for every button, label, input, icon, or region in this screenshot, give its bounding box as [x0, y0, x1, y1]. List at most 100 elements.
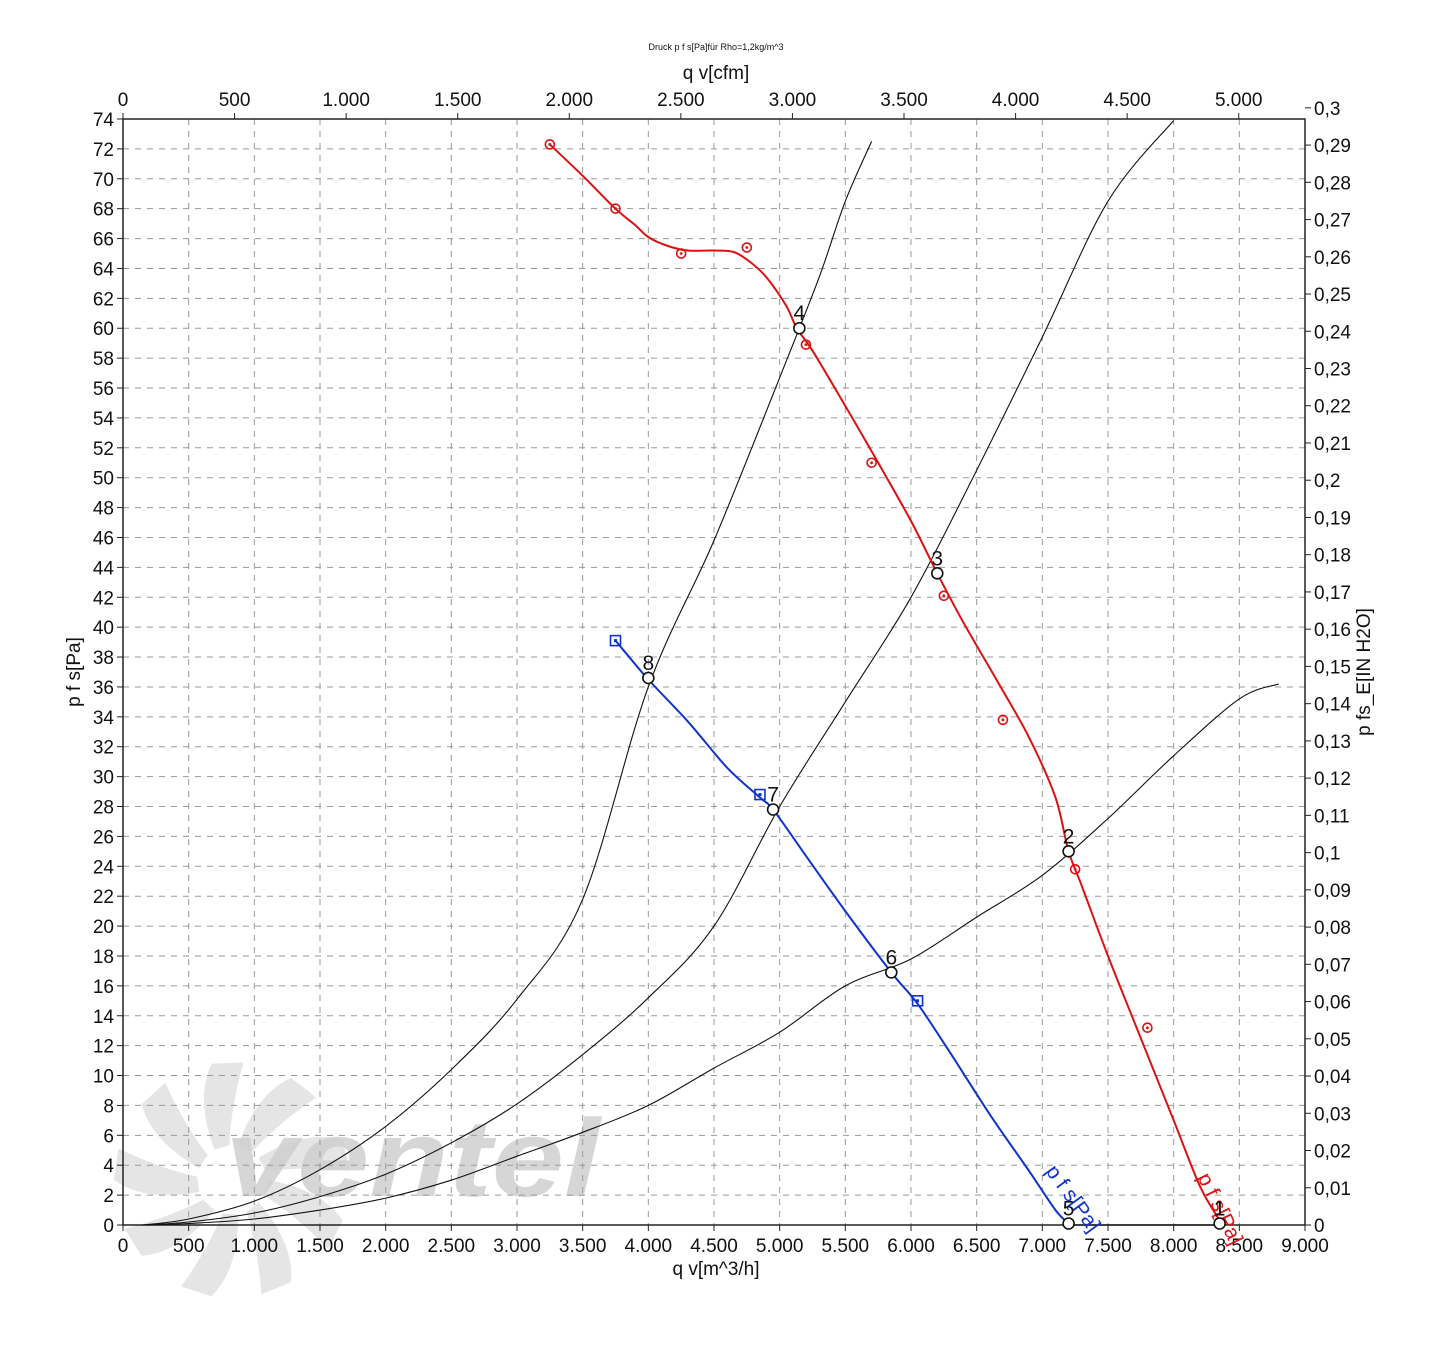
- y2-tick-label: 0,07: [1314, 955, 1351, 976]
- x-tick-label: 1.000: [231, 1236, 279, 1257]
- x-tick-label: 3.000: [493, 1236, 541, 1257]
- system-curve-2: [142, 120, 1175, 1226]
- y2-tick-label: 0,12: [1314, 769, 1351, 790]
- y-tick-label: 54: [93, 409, 115, 430]
- left-axis-label: p f s[Pa]: [64, 637, 85, 707]
- y-tick-label: 20: [93, 917, 114, 938]
- y2-tick-label: 0,04: [1314, 1067, 1351, 1088]
- x-tick-label: 5.500: [822, 1236, 870, 1257]
- series-1-marker-center: [1001, 718, 1005, 722]
- y-tick-label: 48: [93, 499, 114, 520]
- y2-tick-label: 0,23: [1314, 360, 1351, 381]
- operating-point-label: 2: [1063, 825, 1075, 848]
- series-2-marker-center: [758, 793, 762, 797]
- x-tick-label: 9.000: [1281, 1236, 1329, 1257]
- series-2-marker-center: [916, 999, 920, 1003]
- series-1-marker-center: [679, 252, 683, 255]
- y2-tick-label: 0,27: [1314, 211, 1351, 232]
- x-tick-label: 4.000: [625, 1236, 673, 1257]
- y-tick-label: 14: [93, 1007, 115, 1028]
- y-tick-label: 36: [93, 678, 114, 699]
- y-tick-label: 40: [93, 618, 114, 639]
- y-tick-label: 32: [93, 738, 114, 759]
- system-curve-3: [142, 683, 1279, 1226]
- series-2-marker: [609, 634, 622, 647]
- y2-tick-label: 0,09: [1314, 881, 1351, 902]
- series-1-marker: [741, 242, 753, 253]
- operating-point-marker: [1213, 1217, 1226, 1230]
- y2-tick-label: 0,28: [1314, 173, 1351, 194]
- watermark-blade-icon: [258, 1136, 350, 1172]
- y2-tick-label: 0,16: [1314, 620, 1351, 641]
- y-tick-label: 22: [93, 887, 114, 908]
- operating-point-label: 7: [767, 784, 779, 807]
- x-tick-label: 6.500: [953, 1236, 1001, 1257]
- y-tick-label: 74: [93, 110, 115, 131]
- watermark-blade-icon: [114, 1148, 200, 1196]
- operating-point-label: 6: [885, 946, 897, 969]
- y-tick-label: 68: [93, 200, 114, 221]
- y2-tick-label: 0,29: [1314, 136, 1351, 157]
- watermark-blade-icon: [124, 1199, 215, 1256]
- x2-tick-label: 0: [118, 90, 129, 111]
- x-tick-label: 2.500: [428, 1236, 476, 1257]
- x-tick-label: 4.500: [690, 1236, 738, 1257]
- series-1-marker-center: [870, 461, 873, 465]
- y-tick-label: 10: [93, 1067, 114, 1088]
- y2-tick-label: 0,21: [1314, 434, 1351, 455]
- y-tick-label: 46: [93, 528, 114, 549]
- y2-tick-label: 0,08: [1314, 918, 1351, 939]
- y-tick-label: 4: [103, 1156, 114, 1177]
- y-tick-label: 64: [93, 259, 115, 280]
- y2-tick-label: 0,26: [1314, 248, 1351, 269]
- watermark-blade-icon: [238, 1077, 317, 1152]
- series-1-marker: [938, 590, 950, 602]
- operating-point-marker: [642, 671, 655, 685]
- y2-tick-label: 0,05: [1314, 1030, 1351, 1051]
- series-1-marker-center: [1146, 1026, 1149, 1030]
- series-1-marker: [675, 248, 687, 259]
- series-1-marker-center: [548, 143, 552, 146]
- y-tick-label: 60: [93, 319, 114, 340]
- top-axis-label: q v[cfm]: [683, 63, 750, 84]
- series-2-marker-center: [614, 639, 617, 643]
- y2-tick-label: 0,19: [1314, 508, 1351, 529]
- x2-tick-label: 4.000: [992, 90, 1040, 111]
- axis-ticks: 0 500 1.000 1.500 2.000 2.500 3.000 3.500 4.000 4…: [93, 90, 1352, 1257]
- y-tick-label: 34: [93, 708, 115, 729]
- y2-tick-label: 0,24: [1314, 322, 1351, 343]
- watermark-blade-icon: [181, 1213, 239, 1297]
- operating-point-label: 3: [931, 547, 943, 570]
- y-tick-label: 44: [93, 558, 115, 579]
- y-tick-label: 8: [103, 1096, 114, 1117]
- x-tick-label: 500: [173, 1236, 205, 1257]
- y-tick-label: 70: [93, 170, 114, 191]
- x-tick-label: 8.500: [1216, 1236, 1264, 1257]
- series-1-marker: [866, 457, 877, 469]
- series-1-marker: [1069, 863, 1081, 875]
- y2-tick-label: 0,02: [1314, 1142, 1351, 1163]
- series-1-marker: [800, 339, 812, 350]
- x2-tick-label: 3.000: [769, 90, 817, 111]
- x-tick-label: 0: [118, 1236, 129, 1257]
- x2-tick-label: 1.500: [434, 90, 482, 111]
- series-2-marker: [911, 995, 924, 1007]
- series-1-marker: [997, 714, 1009, 726]
- system-curve-1: [142, 141, 873, 1226]
- operating-point-label: 1: [1214, 1198, 1226, 1221]
- y-tick-label: 12: [93, 1037, 114, 1058]
- y2-tick-label: 0,06: [1314, 993, 1351, 1014]
- x-tick-label: 6.000: [887, 1236, 935, 1257]
- y-tick-label: 42: [93, 588, 114, 609]
- y-tick-label: 38: [93, 648, 114, 669]
- operating-point-label: 5: [1063, 1198, 1075, 1221]
- x2-tick-label: 3.500: [880, 90, 928, 111]
- series-1-marker-center: [1073, 867, 1077, 871]
- y-tick-label: 58: [93, 349, 114, 370]
- x2-tick-label: 500: [219, 90, 251, 111]
- right-axis-label: p fs_E[IN H2O]: [1354, 608, 1375, 736]
- series-2-line: [614, 639, 1070, 1225]
- series-1-line: [549, 143, 1221, 1221]
- y2-tick-label: 0,1: [1314, 844, 1340, 865]
